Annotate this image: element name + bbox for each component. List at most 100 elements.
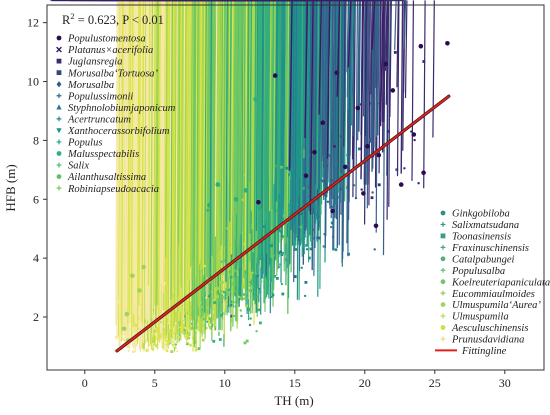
scatter-point xyxy=(304,0,307,235)
scatter-point xyxy=(282,235,285,239)
legend-item: Salixmatsudana xyxy=(440,220,519,231)
scatter-point xyxy=(281,292,285,296)
scatter-point xyxy=(352,0,355,136)
scatter-point xyxy=(249,221,253,225)
scatter-point xyxy=(185,342,189,346)
scatter-point xyxy=(122,0,126,328)
scatter-point xyxy=(417,182,420,185)
scatter-point xyxy=(277,0,281,223)
scatter-point xyxy=(154,332,158,336)
scatter-point xyxy=(217,0,220,273)
scatter-point xyxy=(282,0,286,207)
scatter-point xyxy=(146,315,150,319)
scatter-point xyxy=(322,245,325,248)
scatter-point xyxy=(295,0,299,234)
legend-marker xyxy=(440,325,446,330)
scatter-point xyxy=(230,318,234,322)
scatter-point xyxy=(230,314,234,318)
legend-item: Fraxinuschinensis xyxy=(440,243,529,254)
scatter-point xyxy=(334,70,340,75)
legend-item: Malusspectabilis xyxy=(56,149,139,160)
scatter-point xyxy=(157,0,161,341)
scatter-point xyxy=(315,191,318,194)
legend-label: Catalpabungei xyxy=(452,254,514,265)
scatter-point xyxy=(227,0,231,183)
scatter-point xyxy=(226,227,229,230)
scatter-point xyxy=(191,0,194,281)
scatter-point xyxy=(343,0,346,147)
scatter-point xyxy=(307,154,311,157)
scatter-point xyxy=(134,332,138,335)
scatter-point xyxy=(301,173,305,176)
scatter-point xyxy=(166,349,169,353)
scatter-point xyxy=(307,0,311,186)
scatter-point xyxy=(273,274,276,278)
scatter-point xyxy=(215,0,219,227)
scatter-point xyxy=(385,0,388,71)
scatter-point xyxy=(247,307,250,311)
scatter-point xyxy=(298,201,302,205)
scatter-point xyxy=(162,0,165,294)
scatter-point xyxy=(360,188,363,191)
scatter-point xyxy=(278,0,281,194)
scatter-point xyxy=(233,0,236,183)
scatter-point xyxy=(279,250,283,254)
scatter-point xyxy=(143,348,146,352)
scatter-point xyxy=(305,248,309,251)
scatter-point xyxy=(272,73,278,78)
scatter-point xyxy=(242,275,245,278)
x-tick-label: 25 xyxy=(429,376,441,390)
scatter-point xyxy=(163,281,167,285)
legend-label: Aesculuschinensis xyxy=(451,323,528,334)
scatter-point xyxy=(156,0,160,306)
scatter-point xyxy=(187,324,191,328)
scatter-point xyxy=(134,0,137,314)
scatter-point xyxy=(124,311,130,317)
scatter-point xyxy=(212,339,216,343)
scatter-point xyxy=(217,329,220,333)
scatter-point xyxy=(168,0,172,330)
legend-label: Juglansregia xyxy=(68,57,122,68)
scatter-point xyxy=(260,280,263,283)
scatter-point xyxy=(198,266,202,270)
x-tick-label: 0 xyxy=(82,376,88,390)
y-tick-label: 2 xyxy=(33,310,39,324)
legend-marker xyxy=(56,139,62,145)
legend-label: Populus xyxy=(67,138,102,149)
scatter-point xyxy=(233,279,237,282)
scatter-point xyxy=(225,0,229,283)
scatter-point xyxy=(287,0,290,268)
scatter-point xyxy=(247,0,250,291)
scatter-point xyxy=(200,0,203,261)
scatter-point xyxy=(178,297,182,300)
scatter-point xyxy=(331,123,334,127)
scatter-point xyxy=(281,252,285,255)
scatter-point xyxy=(130,273,135,279)
scatter-point xyxy=(404,0,408,99)
legend-item: Koelreuteriapaniculata xyxy=(440,277,550,288)
y-tick-label: 8 xyxy=(33,133,39,147)
scatter-point xyxy=(383,0,386,123)
scatter-point xyxy=(393,51,397,54)
scatter-point xyxy=(254,0,258,233)
legend-label: Acertruncatum xyxy=(67,114,131,125)
scatter-point xyxy=(285,0,288,244)
scatter-point xyxy=(299,0,303,246)
scatter-point xyxy=(376,152,382,158)
scatter-point xyxy=(421,170,426,176)
scatter-point xyxy=(183,320,186,324)
scatter-point xyxy=(206,208,210,212)
scatter-point xyxy=(174,0,177,319)
legend-item: Aesculuschinensis xyxy=(440,323,528,334)
scatter-point xyxy=(197,347,201,350)
scatter-point xyxy=(386,0,390,220)
scatter-point xyxy=(186,334,189,337)
scatter-point xyxy=(240,280,244,284)
scatter-point xyxy=(300,266,303,269)
legend-item: Eucommiaulmoides xyxy=(440,289,535,300)
scatter-point xyxy=(373,223,379,229)
scatter-point xyxy=(383,61,389,67)
scatter-point xyxy=(308,0,312,212)
scatter-point xyxy=(377,0,380,136)
